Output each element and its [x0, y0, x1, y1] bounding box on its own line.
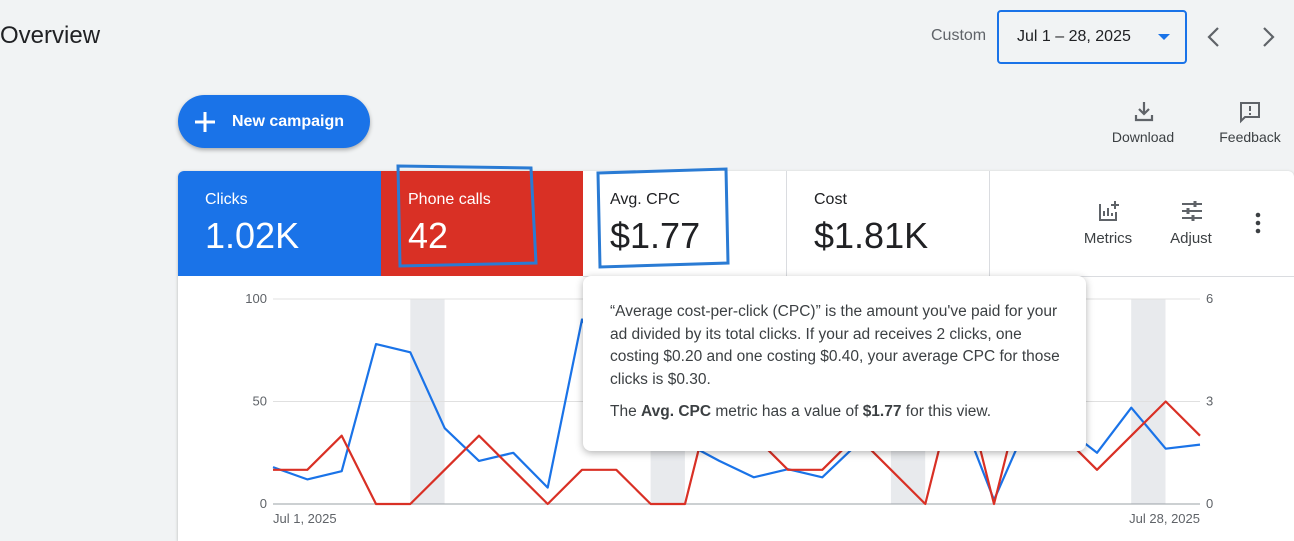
feedback-button[interactable]: Feedback — [1210, 98, 1290, 148]
tab-value: $1.77 — [610, 215, 701, 256]
tab-value: $1.81K — [814, 215, 929, 256]
tooltip: “Average cost-per-click (CPC)” is the am… — [583, 276, 1086, 451]
tooltip-part: metric has a value of — [711, 403, 863, 420]
new-campaign-button[interactable]: New campaign — [178, 95, 370, 148]
more-button[interactable] — [1250, 211, 1266, 235]
cost-tab[interactable]: Cost $1.81K — [787, 171, 990, 277]
controls-area — [990, 171, 1294, 277]
download-label: Download — [1111, 129, 1175, 145]
y2-tick-label: 6 — [1206, 291, 1213, 306]
tab-value: 42 — [408, 215, 449, 256]
metrics-button[interactable]: Metrics — [1073, 199, 1143, 249]
tab-value: 1.02K — [205, 215, 300, 256]
next-button[interactable] — [1258, 26, 1278, 48]
phone-calls-tab[interactable]: Phone calls 42 — [381, 171, 583, 276]
adjust-icon — [1182, 201, 1202, 221]
plus-icon — [195, 112, 215, 132]
tooltip-part: $1.77 — [862, 403, 902, 420]
date-range-dropdown[interactable]: Jul 1 – 28, 2025 — [997, 10, 1187, 64]
tooltip-text: “Average cost-per-click (CPC)” is the am… — [610, 303, 1060, 388]
y-tick-label: 0 — [260, 496, 267, 511]
tab-label: Phone calls — [408, 191, 491, 208]
tooltip-summary: The Avg. CPC metric has a value of $1.77… — [610, 401, 1070, 424]
download-button[interactable]: Download — [1103, 98, 1183, 148]
page-title: Overview — [0, 22, 101, 49]
y-tick-label: 100 — [245, 291, 267, 306]
adjust-label: Adjust — [1170, 230, 1212, 247]
metrics-icon — [1099, 201, 1119, 221]
y2-tick-label: 3 — [1206, 394, 1213, 409]
download-icon — [1134, 102, 1154, 122]
tab-label: Clicks — [205, 191, 248, 208]
x-tick-label: Jul 1, 2025 — [273, 511, 337, 526]
tooltip-part: for this view. — [901, 403, 992, 420]
feedback-label: Feedback — [1219, 129, 1281, 145]
new-campaign-label: New campaign — [232, 113, 345, 130]
clicks-tab[interactable]: Clicks 1.02K — [178, 171, 381, 276]
adjust-button[interactable]: Adjust — [1156, 199, 1226, 249]
prev-button[interactable] — [1204, 26, 1224, 48]
date-range: Jul 1 – 28, 2025 — [1017, 28, 1131, 45]
tab-label: Cost — [814, 191, 847, 208]
range-label: Custom — [931, 27, 987, 44]
x-tick-label: Jul 28, 2025 — [1129, 511, 1200, 526]
tooltip-part: The — [610, 403, 642, 420]
avg-cpc-tab[interactable]: Avg. CPC $1.77 — [583, 171, 787, 277]
feedback-icon — [1240, 102, 1260, 124]
y2-tick-label: 0 — [1206, 496, 1213, 511]
y-tick-label: 50 — [253, 394, 267, 409]
tab-label: Avg. CPC — [610, 191, 680, 208]
dropdown-arrow — [1158, 34, 1170, 40]
tooltip-part: Avg. CPC — [641, 403, 712, 420]
metrics-label: Metrics — [1083, 230, 1133, 247]
